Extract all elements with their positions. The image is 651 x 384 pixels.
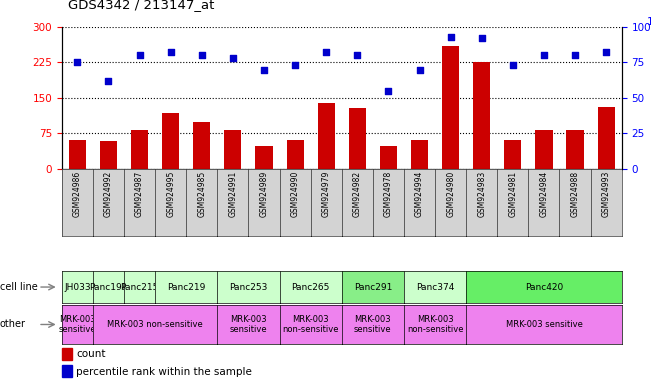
Bar (318, 103, 335, 169)
Text: GSM924985: GSM924985 (197, 171, 206, 217)
Point (570, 52, 580, 58)
Point (477, 35, 487, 41)
Bar (442, 46, 459, 169)
Text: GSM924993: GSM924993 (602, 171, 611, 217)
Point (445, 34, 456, 40)
Point (601, 50, 611, 56)
Text: Panc219: Panc219 (167, 283, 206, 291)
Text: GSM924979: GSM924979 (322, 171, 331, 217)
Bar (566, 130, 583, 169)
Text: GSM924994: GSM924994 (415, 171, 424, 217)
Text: Panc253: Panc253 (229, 283, 268, 291)
Bar (162, 113, 179, 169)
Point (539, 52, 549, 58)
Bar (69, 140, 86, 169)
Point (414, 66, 424, 73)
Text: MRK-003
sensitive: MRK-003 sensitive (230, 315, 268, 334)
Bar (505, 140, 521, 169)
Text: GSM924978: GSM924978 (384, 171, 393, 217)
Bar (286, 140, 303, 169)
Text: Panc198: Panc198 (89, 283, 128, 291)
Point (290, 62, 300, 68)
Point (72, 59, 83, 65)
Point (197, 52, 207, 58)
Text: GSM924982: GSM924982 (353, 171, 362, 217)
Bar (225, 130, 242, 169)
Bar (193, 122, 210, 169)
Text: GSM924990: GSM924990 (290, 171, 299, 217)
Point (352, 52, 363, 58)
Text: MRK-003
non-sensitive: MRK-003 non-sensitive (407, 315, 464, 334)
Text: GSM924983: GSM924983 (477, 171, 486, 217)
Bar (62, 365, 72, 377)
Bar (380, 146, 397, 169)
Bar (100, 141, 117, 169)
Text: percentile rank within the sample: percentile rank within the sample (77, 366, 253, 377)
Text: 100%: 100% (647, 17, 651, 27)
Text: GSM924987: GSM924987 (135, 171, 144, 217)
Text: GSM924995: GSM924995 (166, 171, 175, 217)
Point (104, 78, 114, 84)
Point (165, 50, 176, 56)
Text: Panc265: Panc265 (292, 283, 330, 291)
Bar (131, 130, 148, 169)
Text: other: other (0, 319, 26, 329)
Text: GSM924991: GSM924991 (229, 171, 238, 217)
Text: GSM924992: GSM924992 (104, 171, 113, 217)
Text: GSM924984: GSM924984 (540, 171, 548, 217)
Text: Panc420: Panc420 (525, 283, 563, 291)
Text: GSM924986: GSM924986 (73, 171, 82, 217)
Text: Panc374: Panc374 (416, 283, 454, 291)
Text: JH033: JH033 (64, 283, 90, 291)
Text: MRK-003
non-sensitive: MRK-003 non-sensitive (283, 315, 339, 334)
Text: GSM924980: GSM924980 (446, 171, 455, 217)
Text: MRK-003 non-sensitive: MRK-003 non-sensitive (107, 320, 203, 329)
Bar (535, 130, 553, 169)
Text: GSM924981: GSM924981 (508, 171, 518, 217)
Text: MRK-003
sensitive: MRK-003 sensitive (59, 315, 96, 334)
Bar (349, 108, 366, 169)
Text: MRK-003
sensitive: MRK-003 sensitive (354, 315, 392, 334)
Text: Panc215: Panc215 (120, 283, 159, 291)
Bar (62, 348, 72, 360)
Point (383, 88, 394, 94)
Point (259, 66, 270, 73)
Bar (255, 146, 273, 169)
Bar (411, 140, 428, 169)
Text: GSM924989: GSM924989 (260, 171, 268, 217)
Text: count: count (77, 349, 106, 359)
Point (134, 52, 145, 58)
Text: Panc291: Panc291 (353, 283, 392, 291)
Text: GDS4342 / 213147_at: GDS4342 / 213147_at (68, 0, 215, 12)
Point (228, 55, 238, 61)
Text: cell line: cell line (0, 282, 38, 292)
Point (508, 62, 518, 68)
Point (321, 50, 331, 56)
Bar (473, 62, 490, 169)
Bar (598, 108, 615, 169)
Text: MRK-003 sensitive: MRK-003 sensitive (506, 320, 583, 329)
Text: GSM924988: GSM924988 (570, 171, 579, 217)
